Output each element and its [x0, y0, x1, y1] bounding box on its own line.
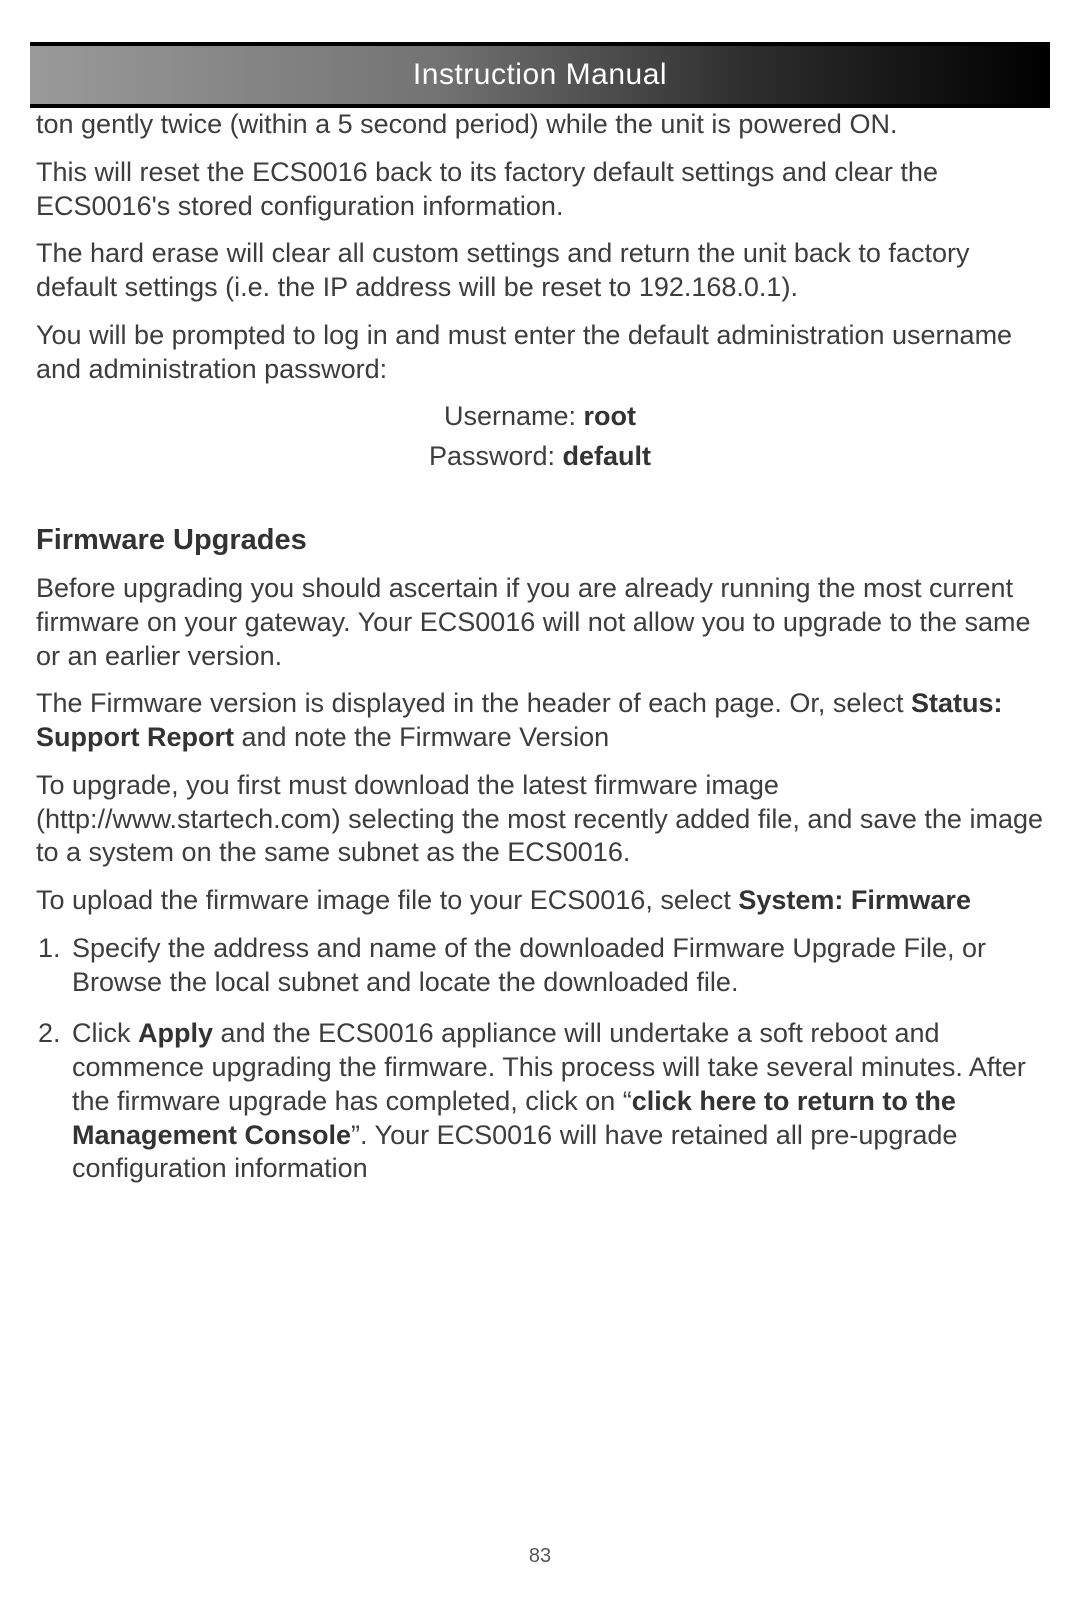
- apply-button-label: Apply: [138, 1018, 213, 1048]
- paragraph: This will reset the ECS0016 back to its …: [36, 156, 1044, 224]
- paragraph: The hard erase will clear all custom set…: [36, 237, 1044, 305]
- paragraph: The Firmware version is displayed in the…: [36, 687, 1044, 755]
- section-heading-firmware-upgrades: Firmware Upgrades: [36, 522, 1044, 558]
- password-label: Password:: [429, 441, 563, 471]
- ordered-steps: Specify the address and name of the down…: [36, 932, 1044, 1186]
- text-run: and note the Firmware Version: [234, 722, 609, 752]
- page-number: 83: [0, 1545, 1080, 1568]
- text-run: To upload the firmware image file to you…: [36, 885, 738, 915]
- password-value: default: [563, 441, 652, 471]
- step-item: Click Apply and the ECS0016 appliance wi…: [68, 1017, 1044, 1186]
- page-header: Instruction Manual: [30, 42, 1050, 108]
- paragraph: ton gently twice (within a 5 second peri…: [36, 108, 1044, 142]
- header-title: Instruction Manual: [413, 58, 667, 92]
- username-value: root: [584, 401, 636, 431]
- step-item: Specify the address and name of the down…: [68, 932, 1044, 1000]
- paragraph: You will be prompted to log in and must …: [36, 319, 1044, 387]
- paragraph: Before upgrading you should ascertain if…: [36, 572, 1044, 673]
- text-run: The Firmware version is displayed in the…: [36, 688, 911, 718]
- text-run: Click: [72, 1018, 138, 1048]
- credential-line-username: Username: root: [36, 400, 1044, 434]
- paragraph: To upgrade, you first must download the …: [36, 769, 1044, 870]
- paragraph: To upload the firmware image file to you…: [36, 884, 1044, 918]
- page-content: ton gently twice (within a 5 second peri…: [36, 108, 1044, 1204]
- menu-path-system-firmware: System: Firmware: [738, 885, 971, 915]
- text-run: Specify the address and name of the down…: [72, 933, 986, 997]
- manual-page: Instruction Manual ton gently twice (wit…: [0, 0, 1080, 1620]
- credential-line-password: Password: default: [36, 440, 1044, 474]
- username-label: Username:: [444, 401, 584, 431]
